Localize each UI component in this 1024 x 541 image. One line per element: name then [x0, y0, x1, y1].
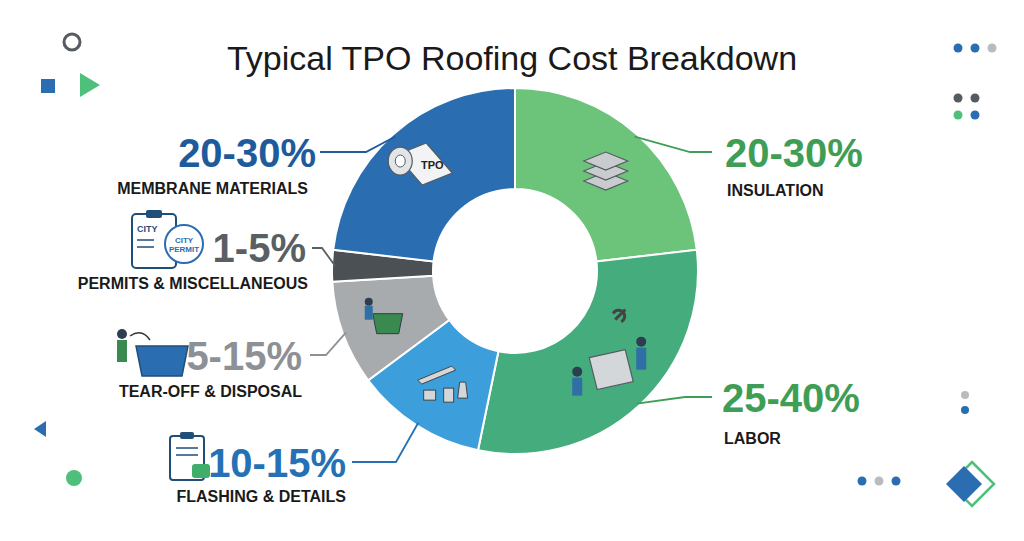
icon-line — [176, 454, 198, 456]
deco-dot — [961, 406, 969, 414]
leader-line — [312, 248, 335, 266]
deco-dot — [875, 477, 884, 486]
icon-roll — [388, 147, 412, 175]
slices — [332, 88, 698, 454]
category-label: PERMITS & MISCELLANEOUS — [78, 275, 309, 292]
icon-labor — [572, 310, 646, 396]
deco-square — [41, 79, 55, 93]
donut-slice — [478, 250, 698, 454]
leader-line — [352, 423, 418, 462]
icon-head — [572, 367, 582, 377]
chart-title: Typical TPO Roofing Cost Breakdown — [227, 39, 797, 77]
labels: 20-30% INSULATION 25-40% LABOR 10-15% FLASHIN… — [78, 131, 863, 505]
icon-tearoff — [365, 298, 403, 334]
deco-dot — [954, 111, 963, 120]
chart-canvas: Typical TPO Roofing Cost Breakdown TPO CIT… — [0, 0, 1024, 541]
icon-stamp — [165, 225, 203, 263]
category-label: FLASHING & DETAILS — [177, 488, 347, 505]
value-label: 1-5% — [213, 226, 306, 270]
icon-flashing — [418, 366, 468, 402]
value-label: 20-30% — [725, 131, 863, 175]
donut-slice — [333, 88, 515, 261]
deco-ring — [64, 34, 80, 50]
deco-triangle — [80, 73, 100, 97]
icon-clip — [146, 210, 162, 218]
deco-dot — [988, 44, 997, 53]
leader-line — [635, 137, 712, 152]
category-label: INSULATION — [727, 182, 824, 199]
icon-metal — [458, 382, 468, 398]
annotation: CITYPERMIT — [169, 236, 199, 254]
decorations — [34, 34, 997, 506]
icon-head — [117, 329, 127, 339]
icon-metal — [424, 390, 436, 400]
icon-wrench — [613, 310, 625, 322]
value-label: 5-15% — [186, 334, 302, 378]
icon-layer — [584, 152, 628, 170]
deco-dot — [954, 44, 963, 53]
deco-dot — [971, 44, 980, 53]
annotation: CITY — [137, 224, 158, 234]
leader-line — [637, 397, 712, 404]
category-label: MEMBRANE MATERIALS — [117, 180, 308, 197]
icon-body — [117, 340, 127, 362]
donut-slice — [332, 276, 449, 381]
icon-membrane: TPO — [388, 143, 452, 185]
annotation: TPO — [421, 159, 444, 171]
category-label: LABOR — [724, 430, 781, 447]
icon-line — [176, 447, 198, 449]
donut-slice — [515, 88, 697, 261]
value-label: 20-30% — [178, 131, 316, 175]
deco-dot — [66, 470, 82, 486]
annotation-line: PERMIT — [169, 245, 199, 254]
deco-dot — [961, 391, 969, 399]
category-label: TEAR-OFF & DISPOSAL — [119, 383, 302, 400]
deco-triangle — [34, 421, 46, 437]
value-label: 10-15% — [208, 441, 346, 485]
icon-line — [137, 246, 154, 248]
icon-body — [636, 348, 646, 370]
icon-head — [365, 298, 373, 306]
icon-head — [636, 337, 646, 347]
deco-dot — [971, 111, 980, 120]
value-label: 25-40% — [722, 376, 860, 420]
annotation-line: CITY — [175, 236, 194, 245]
icon-arrow — [130, 333, 150, 340]
leader-line — [320, 137, 395, 152]
icon-document — [170, 432, 210, 480]
icon-bin — [136, 346, 188, 376]
deco-dot — [954, 94, 963, 103]
icon-body — [365, 306, 373, 320]
icon-insulation — [584, 152, 628, 190]
deco-diamond — [946, 466, 982, 502]
icon-clip — [180, 432, 194, 439]
icon-permit: CITYCITYPERMIT — [132, 210, 203, 268]
deco-dot — [892, 477, 901, 486]
deco-dot — [971, 94, 980, 103]
icon-bin — [373, 314, 403, 334]
icon-metal — [444, 388, 454, 402]
icon-metal — [418, 366, 456, 384]
leader-line — [310, 333, 346, 355]
icon-panel — [589, 350, 633, 390]
slice-icons: TPOCITYCITYPERMIT — [117, 143, 646, 480]
icon-dumpster — [117, 329, 188, 376]
icon-body — [572, 378, 582, 396]
icon-line — [137, 239, 154, 241]
deco-dot — [858, 477, 867, 486]
icon-roll-core — [395, 155, 405, 167]
